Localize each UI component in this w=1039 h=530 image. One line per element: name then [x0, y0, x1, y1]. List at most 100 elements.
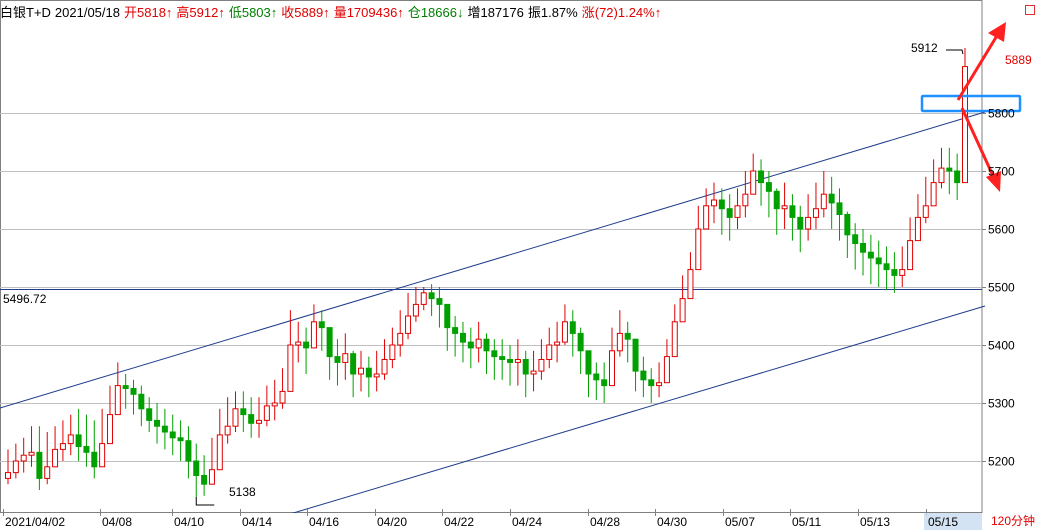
- x-tick-label: 05/11: [792, 515, 821, 529]
- timeframe-label[interactable]: 120分钟: [988, 512, 1037, 529]
- candle-body: [36, 451, 43, 479]
- candle-body: [695, 228, 702, 271]
- arrow-down-line: [960, 107, 996, 179]
- candle-body: [781, 205, 788, 210]
- candle-body: [483, 338, 490, 352]
- candle-body: [742, 193, 749, 207]
- y-tick-label: 5700: [988, 165, 1015, 179]
- candle-body: [248, 414, 255, 424]
- y-tick-label: 5400: [988, 339, 1015, 353]
- candle-body: [169, 431, 176, 439]
- candle-body: [758, 170, 765, 184]
- candle-body: [28, 451, 35, 456]
- low-price: 低5803↑: [228, 5, 278, 20]
- plot-frame: [0, 0, 983, 513]
- candle-body: [836, 202, 843, 215]
- candle-body: [899, 269, 906, 276]
- candle-body: [860, 243, 867, 253]
- open-price: 开5818↑: [124, 5, 173, 20]
- candle-body: [593, 373, 600, 381]
- candle-body: [797, 216, 804, 230]
- candle-body: [805, 216, 812, 230]
- candle-body: [177, 437, 184, 442]
- candle-body: [577, 332, 584, 352]
- candle-body: [820, 193, 827, 210]
- candle-body: [271, 402, 278, 407]
- candle-body: [146, 408, 153, 421]
- channel-lower-line: [289, 305, 986, 515]
- candle-body: [569, 321, 576, 334]
- candle-body: [185, 440, 192, 462]
- x-tick-label: 04/28: [590, 515, 620, 529]
- candle-body: [844, 214, 851, 236]
- symbol-name: 白银T+D: [0, 5, 51, 20]
- x-tick-label: 05/07: [725, 515, 755, 529]
- high-annotation-label: 5912: [911, 41, 938, 55]
- candle-body: [601, 379, 608, 387]
- candle-body: [138, 393, 145, 410]
- candle-body: [279, 390, 286, 404]
- current-day-shade: [924, 513, 982, 530]
- last-price-label: 5889: [1005, 53, 1032, 67]
- candle-body: [373, 373, 380, 378]
- candle-body: [750, 170, 757, 195]
- arrow-down-head: [986, 171, 1001, 192]
- volume: 量1709436↑: [333, 5, 404, 20]
- candle-body: [444, 303, 451, 329]
- x-tick-label: 04/10: [174, 515, 204, 529]
- quote-header: 白银T+D 2021/05/18 开5818↑ 高5912↑ 低5803↑ 收5889↑ 量…: [0, 3, 665, 23]
- candle-body: [679, 298, 686, 323]
- candle-body: [75, 434, 82, 447]
- x-tick-label: 05/15: [928, 515, 958, 529]
- candle-body: [499, 356, 506, 361]
- candle-body: [436, 298, 443, 305]
- x-axis-band: [0, 513, 1039, 530]
- candle-body: [632, 338, 639, 372]
- candle-body: [656, 382, 663, 387]
- candle-body: [530, 370, 537, 375]
- candle-body: [938, 167, 945, 184]
- open-interest: 仓18666↓: [407, 5, 464, 20]
- y-tick-label: 5800: [988, 107, 1015, 121]
- candle-body: [773, 190, 780, 210]
- candle-body: [357, 367, 364, 375]
- candle-body: [405, 315, 412, 334]
- candle-body: [828, 193, 835, 204]
- annotations: [920, 22, 1022, 192]
- candle-body: [303, 341, 310, 349]
- low-annotation-label: 5138: [229, 485, 256, 499]
- candle-body: [687, 269, 694, 300]
- candle-body: [52, 448, 59, 468]
- candle-body: [616, 332, 623, 352]
- y-tick-label: 5500: [988, 281, 1015, 295]
- candle-body: [193, 460, 200, 476]
- y-tick-label: 5200: [988, 455, 1015, 469]
- candle-body: [326, 327, 333, 358]
- candle-body: [67, 434, 74, 445]
- candle-body: [114, 385, 121, 416]
- x-tick-label: 2021/04/02: [5, 515, 65, 529]
- candle-body: [883, 263, 890, 271]
- candle-body: [585, 350, 592, 375]
- candle-body: [914, 216, 921, 242]
- candle-body: [922, 205, 929, 218]
- x-tick-label: 04/08: [102, 515, 132, 529]
- y-tick-label: 5600: [988, 223, 1015, 237]
- candles: [5, 48, 968, 506]
- candle-body: [122, 385, 129, 390]
- candle-body: [514, 359, 521, 363]
- candle-body: [91, 451, 98, 468]
- amplitude: 振1.87%: [527, 5, 578, 20]
- candle-body: [765, 182, 772, 192]
- reference-line-label: 5496.72: [3, 292, 47, 306]
- candle-body: [365, 367, 372, 378]
- window-toggle-icon[interactable]: [1025, 5, 1035, 15]
- candle-body: [428, 292, 435, 300]
- candle-body: [130, 388, 137, 395]
- candle-body: [154, 419, 161, 427]
- y-tick-label: 5300: [988, 397, 1015, 411]
- candle-body: [789, 205, 796, 218]
- candle-body: [962, 66, 968, 184]
- candle-body: [640, 370, 647, 381]
